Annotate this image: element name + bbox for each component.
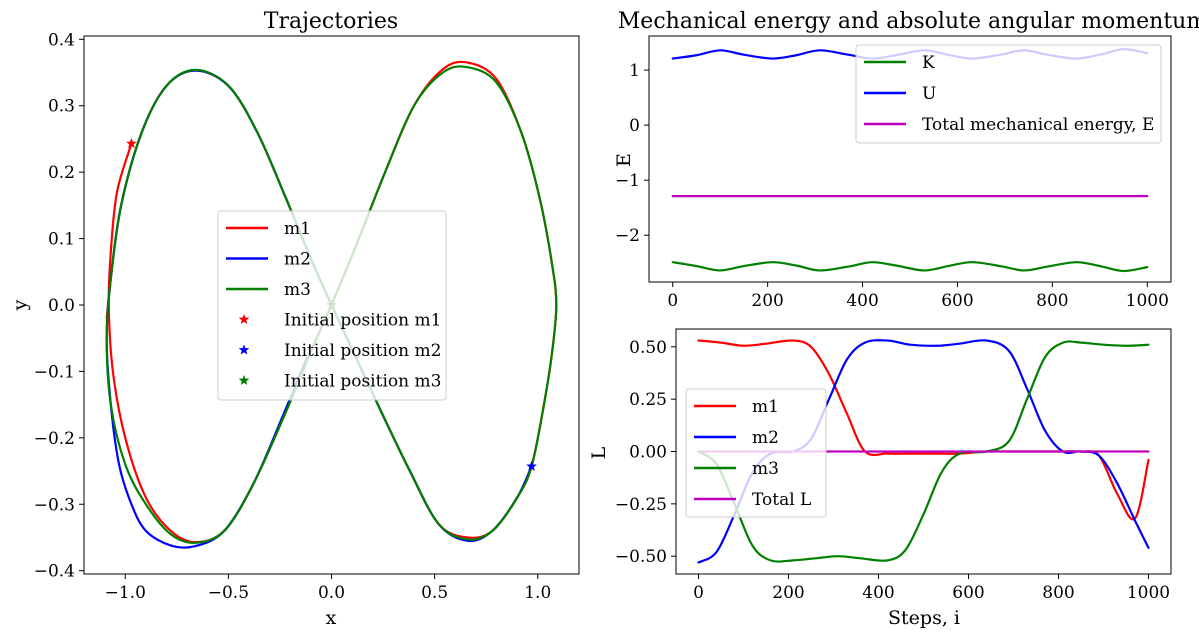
- traj-xtick-label: −1.0: [105, 583, 146, 603]
- energy-xtick-label: 800: [1036, 291, 1068, 311]
- trajectories-ticks: −1.0 −0.5 0.0 0.5 1.0 −0.4 −0.3 −0.2 −0.1 0.0 0.1 0…: [34, 30, 552, 603]
- energy-legend-label: U: [922, 84, 936, 104]
- traj-ytick-label: 0.2: [48, 163, 75, 183]
- momentum-xtick-label: 800: [1042, 583, 1074, 603]
- traj-legend-label: Initial position m2: [284, 341, 441, 361]
- traj-legend-label: Initial position m1: [284, 311, 441, 331]
- momentum-ytick-label: −0.25: [615, 495, 667, 515]
- energy-xtick-label: 400: [846, 291, 878, 311]
- traj-legend-label: m3: [284, 280, 311, 300]
- momentum-ytick-label: 0.00: [629, 443, 667, 463]
- momentum-xtick-label: 1000: [1127, 583, 1170, 603]
- trajectories-ylabel: y: [9, 299, 31, 311]
- trajectories-legend: m1 m2 m3 Initial position m1 Initial positio…: [217, 210, 447, 401]
- traj-legend-star-marker: [238, 313, 250, 325]
- energy-ytick-label: −1: [615, 171, 640, 191]
- momentum-ylabel: L: [588, 446, 610, 459]
- trajectories-panel: Trajectories x y −1.0 −0.5 0.0 0.5 1.0 −0.4 −0…: [9, 9, 580, 629]
- traj-xtick-label: 0.5: [421, 583, 448, 603]
- energy-legend-label: Total mechanical energy, E: [922, 115, 1154, 135]
- energy-xtick-label: 600: [941, 291, 973, 311]
- energy-xtick-label: 0: [667, 291, 678, 311]
- energy-xtick-label: 1000: [1126, 291, 1169, 311]
- momentum-xtick-label: 0: [693, 583, 704, 603]
- traj-legend-box: [217, 210, 447, 401]
- energy-legend-box: [855, 44, 1162, 144]
- traj-ytick-label: 0.3: [48, 97, 75, 117]
- trajectories-axes-frame: [83, 35, 580, 575]
- traj-ytick-label: 0.4: [48, 30, 75, 50]
- momentum-xtick-label: 600: [952, 583, 984, 603]
- momentum-xtick-label: 400: [862, 583, 894, 603]
- momentum-legend-label: Total L: [752, 490, 811, 510]
- trajectories-marker-initial-position-m1: [126, 137, 137, 149]
- traj-ytick-label: 0.1: [48, 230, 75, 250]
- energy-ylabel: E: [613, 153, 635, 167]
- energy-ytick-label: 0: [629, 116, 640, 136]
- traj-ytick-label: −0.4: [34, 562, 75, 582]
- energy-xtick-label: 200: [751, 291, 783, 311]
- momentum-xtick-label: 200: [772, 583, 804, 603]
- momentum-axes-frame: [675, 328, 1172, 575]
- momentum-series-m3: [697, 340, 1150, 563]
- traj-ytick-label: −0.2: [34, 429, 75, 449]
- momentum-ytick-label: 0.25: [629, 390, 667, 410]
- traj-xtick-label: 1.0: [524, 583, 551, 603]
- traj-legend-label: m2: [284, 250, 311, 270]
- momentum-ytick-label: −0.50: [615, 547, 667, 567]
- traj-legend-star-marker: [238, 374, 250, 386]
- traj-xtick-label: −0.5: [208, 583, 249, 603]
- energy-panel: Mechanical energy and absolute angular m…: [613, 9, 1199, 311]
- momentum-panel: Steps, i L 0 200 400 600 800 1000 −0.50 −0.25 0.…: [588, 328, 1172, 629]
- traj-ytick-label: −0.3: [34, 495, 75, 515]
- trajectories-title: Trajectories: [264, 9, 398, 34]
- momentum-xlabel: Steps, i: [888, 607, 960, 629]
- traj-ytick-label: −0.1: [34, 362, 75, 382]
- traj-legend-star-marker: [238, 344, 250, 355]
- energy-ticks: 0 200 400 600 800 1000 −2 −1 0 1: [615, 61, 1169, 311]
- energy-legend: KU Total mechanical energy, E: [855, 44, 1162, 144]
- momentum-ytick-label: 0.50: [629, 338, 667, 358]
- momentum-legend-label: m1: [752, 397, 779, 417]
- momentum-legend-box: [685, 388, 827, 518]
- momentum-legend-label: m3: [752, 459, 779, 479]
- momentum-legend: m1 m2 m3 Total L: [685, 388, 827, 518]
- energy-axes-frame: [648, 35, 1172, 283]
- energy-ytick-label: −2: [615, 226, 640, 246]
- energy-ytick-label: 1: [629, 61, 640, 81]
- energy-legend-label: K: [922, 53, 935, 73]
- energy-title: Mechanical energy and absolute angular m…: [618, 9, 1199, 34]
- trajectories-marker-initial-position-m2: [526, 460, 537, 472]
- traj-legend-label: m1: [284, 219, 311, 239]
- traj-ytick-label: 0.0: [48, 296, 75, 316]
- traj-legend-label: Initial position m3: [284, 372, 441, 392]
- momentum-ticks: 0 200 400 600 800 1000 −0.50 −0.25 0.00 0.25 0.50: [615, 338, 1170, 603]
- trajectories-xlabel: x: [326, 607, 337, 629]
- momentum-legend-label: m2: [752, 428, 779, 448]
- energy-series-k: [671, 261, 1149, 273]
- traj-xtick-label: 0.0: [318, 583, 345, 603]
